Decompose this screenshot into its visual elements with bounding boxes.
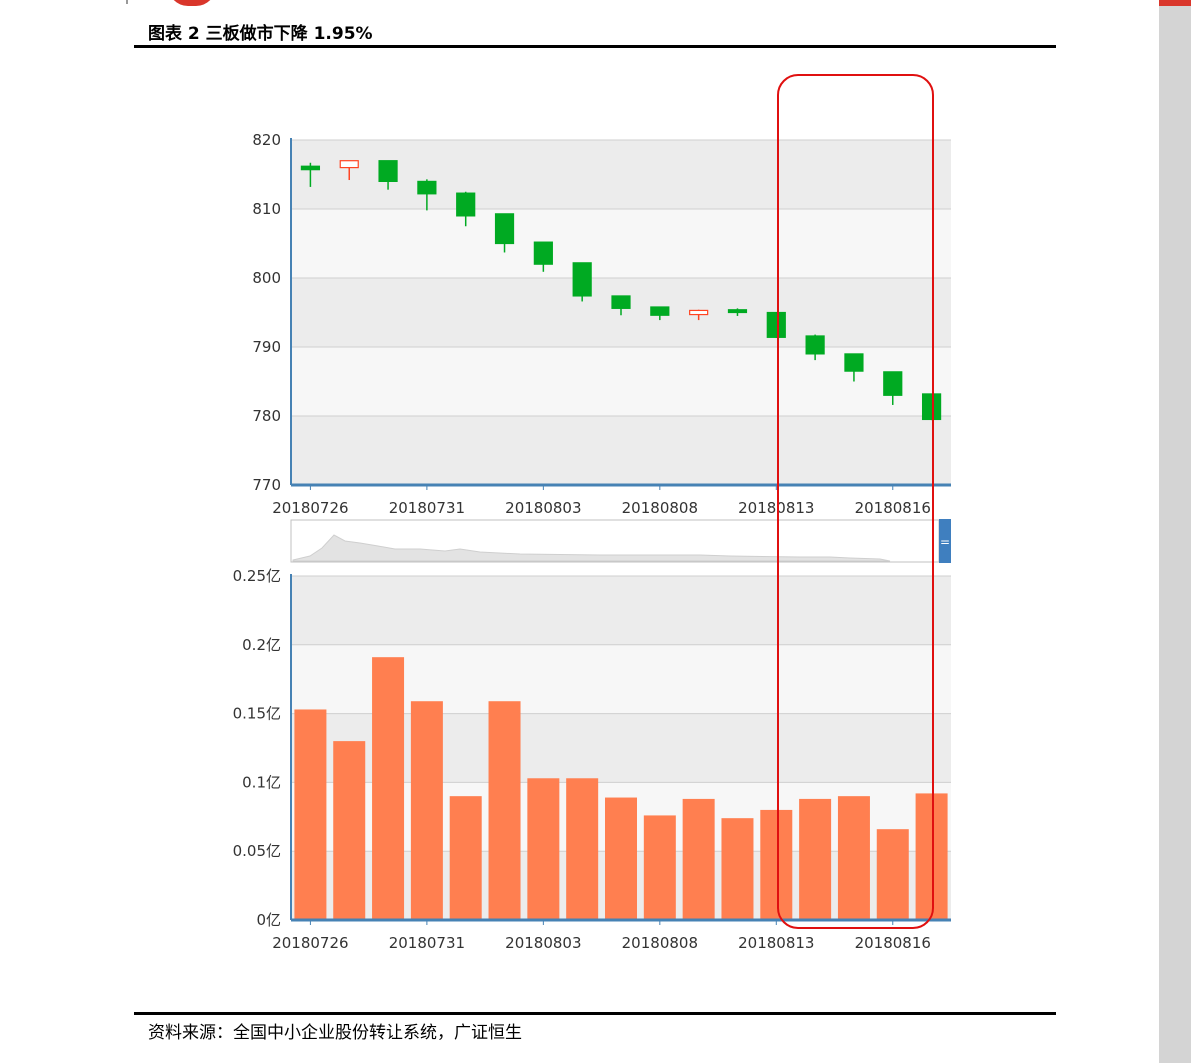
candle-body	[417, 180, 437, 195]
chart-canvas: 820 810 800 790 780 770 20180726 20180731 201808…	[233, 74, 951, 952]
candle-body	[611, 295, 631, 309]
y-tick-label: 0亿	[256, 911, 281, 929]
y-tick-label: 820	[252, 131, 281, 149]
y-tick-label: 780	[252, 407, 281, 425]
vertical-scrollbar[interactable]	[1159, 0, 1191, 1063]
volume-bar-chart: 0.25亿 0.2亿 0.15亿 0.1亿 0.05亿 0亿 20180726 2018073…	[233, 567, 951, 952]
plot-band	[291, 576, 951, 645]
navigator-area	[292, 534, 891, 562]
y-tick-label: 0.2亿	[242, 636, 281, 654]
range-navigator[interactable]: =	[290, 519, 951, 563]
candle-body	[456, 192, 476, 217]
volume-bar	[527, 778, 560, 920]
plot-band	[291, 209, 951, 278]
x-tick-label: 20180726	[272, 499, 348, 517]
candle-body	[378, 160, 398, 182]
volume-bar	[333, 741, 366, 920]
volume-bar	[799, 798, 832, 920]
candle-body	[339, 160, 359, 169]
candle-body	[533, 241, 553, 265]
volume-bar	[605, 797, 637, 920]
y-tick-label: 800	[252, 269, 281, 287]
volume-bar	[876, 829, 909, 920]
x-tick-label: 20180803	[505, 934, 581, 952]
x-tick-label: 20180803	[505, 499, 581, 517]
x-tick-label: 20180731	[389, 934, 465, 952]
candle-body	[572, 262, 592, 297]
x-tick-label: 20180816	[855, 499, 931, 517]
scrollbar-thumb[interactable]	[1159, 0, 1191, 6]
source-rule	[134, 1012, 1056, 1015]
navigator-handle[interactable]	[939, 519, 951, 563]
volume-bar	[372, 657, 405, 920]
candle-body	[300, 165, 321, 171]
y-tick-label: 0.15亿	[233, 705, 281, 723]
source-note: 资料来源：全国中小企业股份转让系统，广证恒生	[148, 1023, 522, 1043]
y-tick-label: 0.25亿	[233, 567, 281, 585]
y-tick-label: 790	[252, 338, 281, 356]
y-tick-label: 810	[252, 200, 281, 218]
price-candlestick-chart: 820 810 800 790 780 770 20180726 20180731 201808…	[252, 131, 951, 517]
plot-band	[291, 416, 951, 485]
candle-body	[844, 353, 864, 372]
candle-body	[727, 309, 748, 314]
volume-bar	[566, 778, 599, 920]
candle-body	[689, 309, 709, 316]
navigator-handle-grip-icon: =	[940, 535, 950, 549]
x-tick-label: 20180813	[738, 934, 814, 952]
highlight-box	[777, 74, 934, 929]
x-tick-label: 20180813	[738, 499, 814, 517]
volume-bar	[721, 818, 754, 920]
y-tick-label: 770	[252, 476, 281, 494]
volume-bar	[837, 796, 870, 920]
candle-body	[805, 335, 825, 355]
volume-bar	[488, 701, 521, 920]
candle-body	[921, 393, 942, 421]
x-tick-label: 20180808	[622, 499, 698, 517]
volume-bar	[643, 815, 676, 920]
x-tick-label: 20180816	[855, 934, 931, 952]
candle-body	[883, 371, 903, 396]
candle-body	[650, 306, 670, 316]
volume-bar	[915, 793, 948, 920]
figure-title: 图表 2 三板做市下降 1.95%	[148, 24, 373, 44]
title-rule	[134, 45, 1056, 48]
candle-body	[766, 311, 786, 338]
y-tick-label: 0.05亿	[233, 842, 281, 860]
y-tick-label: 0.1亿	[242, 773, 281, 791]
volume-bar	[449, 796, 482, 920]
brand-logo	[168, 0, 216, 6]
x-tick-label: 20180808	[622, 934, 698, 952]
volume-bar	[682, 798, 715, 920]
volume-bar	[410, 701, 443, 920]
header-divider	[126, 0, 128, 4]
plot-band	[291, 140, 951, 209]
plot-band	[291, 347, 951, 416]
candle-body	[494, 213, 515, 245]
x-tick-label: 20180731	[389, 499, 465, 517]
x-tick-label: 20180726	[272, 934, 348, 952]
volume-bar	[760, 809, 793, 920]
volume-bar	[294, 709, 327, 920]
